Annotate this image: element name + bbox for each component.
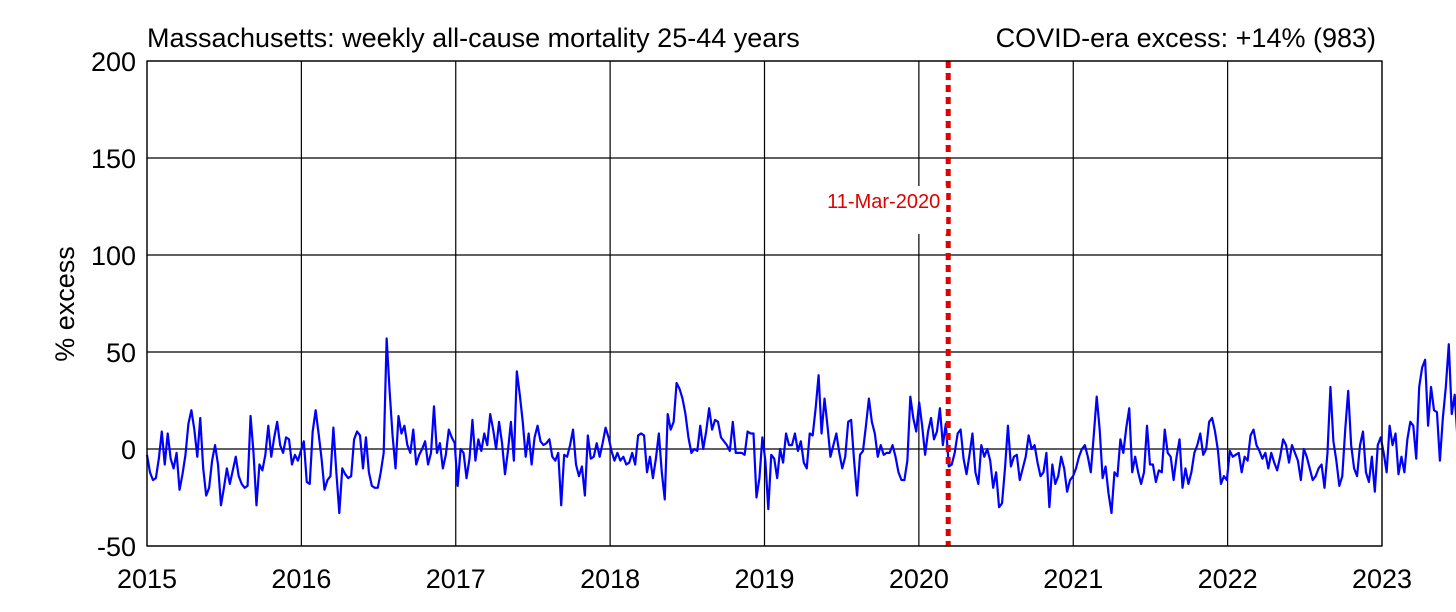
y-tick-label: 100 [91, 241, 136, 271]
chart-title: Massachusetts: weekly all-cause mortalit… [147, 23, 800, 53]
y-tick-label: -50 [97, 532, 136, 562]
x-tick-label: 2022 [1198, 564, 1258, 594]
series-line [145, 337, 1456, 515]
x-tick-label: 2020 [889, 564, 949, 594]
x-tick-label: 2023 [1352, 564, 1412, 594]
y-axis-label: % excess [50, 246, 80, 362]
x-tick-label: 2017 [426, 564, 486, 594]
x-tick-label: 2015 [117, 564, 177, 594]
series-layer [145, 337, 1456, 515]
tick-labels: 2015 2016 2017 2018 2019 2020 2021 2022 2023 -50 0… [91, 47, 1412, 594]
x-tick-label: 2021 [1043, 564, 1103, 594]
plot-frame [146, 60, 1383, 547]
y-tick-label: 50 [106, 338, 136, 368]
covid-start-label: 11-Mar-2020 [827, 191, 940, 213]
covid-start-marker: 11-Mar-2020 [800, 61, 951, 546]
y-tick-label: 200 [91, 47, 136, 77]
covid-excess-annotation: COVID-era excess: +14% (983) [996, 23, 1376, 53]
x-tick-label: 2016 [271, 564, 331, 594]
covid-start-label-background [800, 186, 947, 234]
y-tick-label: 150 [91, 144, 136, 174]
x-tick-label: 2019 [734, 564, 794, 594]
y-tick-label: 0 [121, 435, 136, 465]
x-tick-label: 2018 [580, 564, 640, 594]
